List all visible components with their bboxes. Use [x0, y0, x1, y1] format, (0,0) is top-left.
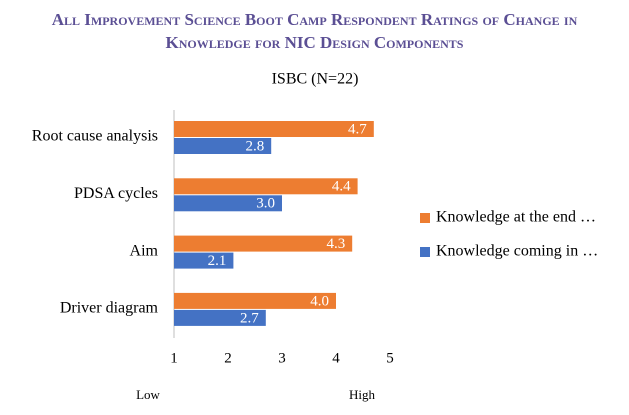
bar [174, 121, 374, 137]
bar [174, 252, 234, 269]
legend-label: Knowledge coming in … [436, 243, 598, 260]
y-tick-label: Root cause analysis [32, 128, 158, 145]
x-tick-label: 3 [278, 350, 286, 366]
legend-label: Knowledge at the end … [436, 209, 596, 226]
bar [174, 178, 358, 195]
legend-swatch [420, 213, 430, 223]
low-label: Low [136, 387, 160, 402]
x-tick-label: 5 [386, 350, 394, 366]
value-label: 2.7 [240, 310, 259, 326]
y-tick-label: Driver diagram [60, 300, 159, 317]
value-label: 4.0 [310, 293, 329, 309]
y-tick-label: PDSA cycles [74, 185, 158, 202]
value-label: 2.1 [208, 253, 227, 269]
legend-swatch [420, 247, 430, 257]
high-label: High [349, 387, 376, 402]
y-tick-label: Aim [130, 242, 159, 259]
chart-title: All Improvement Science Boot Camp Respon… [51, 10, 578, 52]
x-tick-label: 1 [170, 350, 178, 366]
bar [174, 292, 336, 309]
bar [174, 235, 353, 252]
value-label: 4.3 [326, 236, 345, 252]
value-label: 4.7 [348, 121, 367, 137]
value-label: 2.8 [245, 138, 264, 154]
value-label: 4.4 [332, 179, 351, 195]
chart-subtitle: ISBC (N=22) [272, 71, 359, 88]
value-label: 3.0 [256, 196, 275, 212]
x-tick-label: 4 [332, 350, 340, 366]
bar [174, 195, 282, 212]
bar [174, 138, 272, 154]
bar [174, 309, 266, 326]
x-tick-label: 2 [224, 350, 232, 366]
